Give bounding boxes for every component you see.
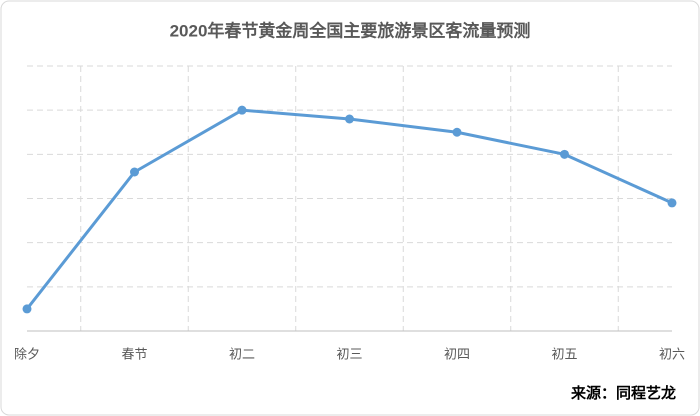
x-tick-label: 初五 <box>551 346 577 361</box>
x-tick-label: 初二 <box>229 346 255 361</box>
x-tick-label: 初四 <box>444 346 470 361</box>
point <box>237 105 247 115</box>
point <box>560 149 569 159</box>
point <box>667 198 677 208</box>
source: 来源：同程艺龙 <box>570 384 676 402</box>
point <box>452 127 462 137</box>
point <box>130 167 139 177</box>
x-tick-label: 春节 <box>121 346 147 361</box>
x-tick-label: 除夕 <box>14 346 40 361</box>
point <box>345 114 354 124</box>
chart-title: 2020年春节黄金周全国主要旅游景区客流量预测 <box>170 20 531 40</box>
x-tick-label: 初三 <box>336 346 362 361</box>
x-tick-label: 初六 <box>659 346 685 361</box>
point <box>22 304 32 314</box>
